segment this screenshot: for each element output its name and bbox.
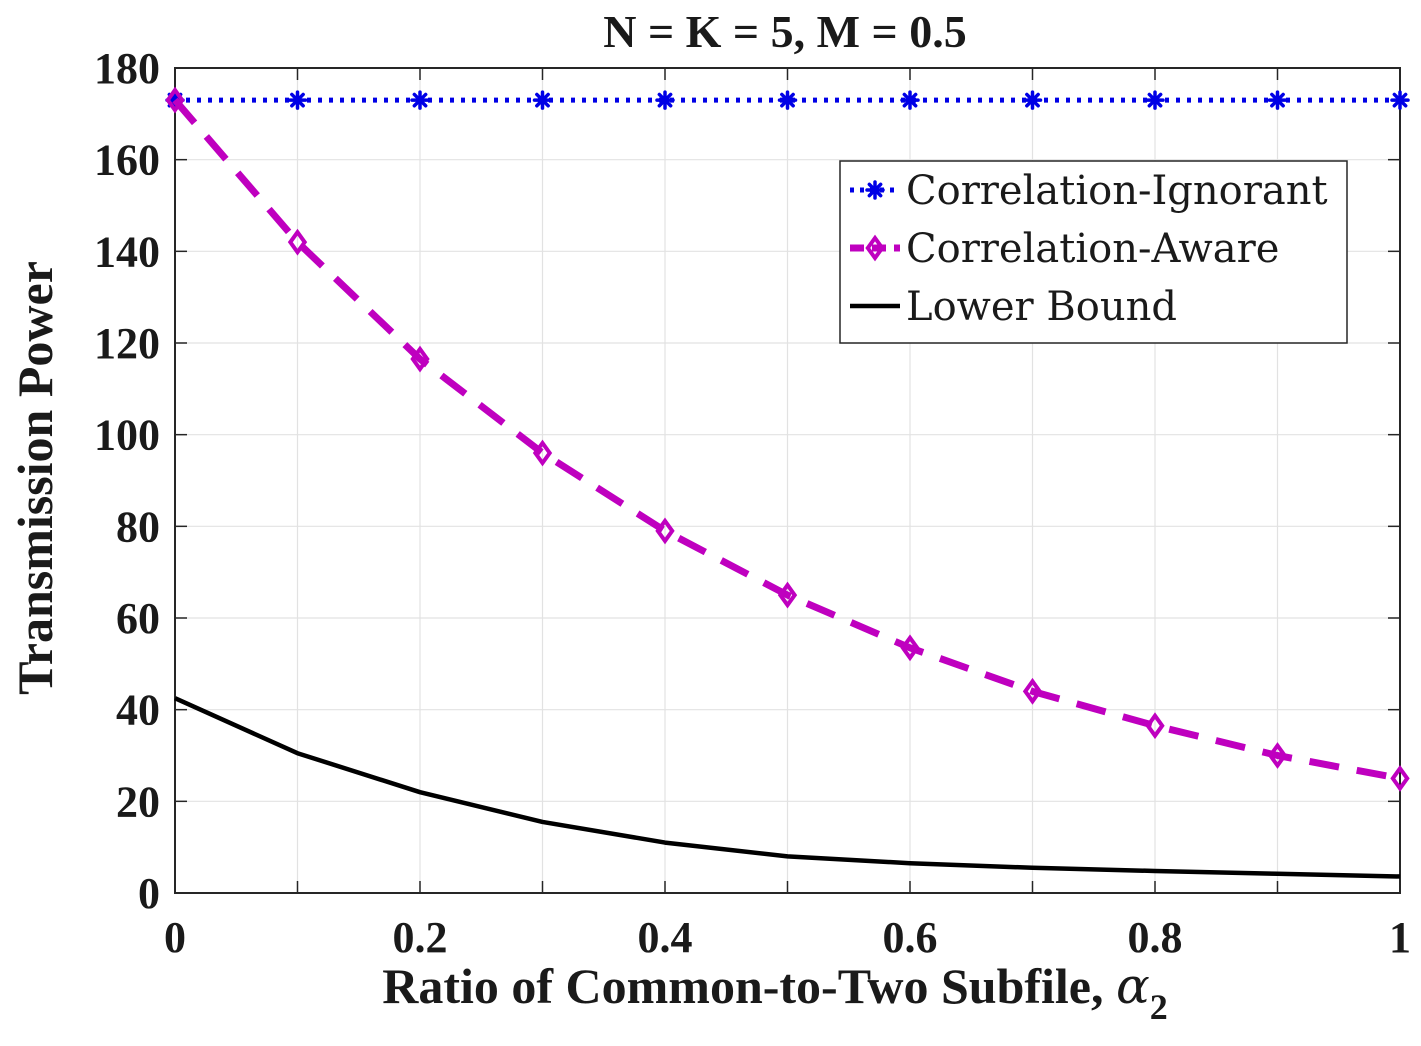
- legend-marker: [865, 180, 885, 200]
- data-point: [777, 581, 798, 609]
- x-axis-label-subscript: 2: [1150, 987, 1168, 1027]
- legend-marker: [865, 234, 885, 262]
- legend-box: [839, 160, 1348, 344]
- data-point: [1022, 90, 1043, 110]
- chart-title: N = K = 5, M = 0.5: [603, 6, 967, 57]
- data-point: [410, 90, 430, 110]
- data-point: [655, 90, 675, 110]
- series-line: [172, 97, 1401, 782]
- data-point: [1267, 90, 1288, 110]
- data-point: [165, 86, 185, 114]
- x-axis-label-symbol: α: [1116, 957, 1150, 1015]
- data-point: [1267, 742, 1288, 769]
- x-tick-label: 0.4: [638, 913, 693, 962]
- y-tick-label: 100: [94, 411, 160, 460]
- series-layer: [165, 86, 1410, 879]
- series-lower-bound: [174, 696, 1401, 879]
- y-tick-label: 80: [116, 502, 160, 551]
- series-correlation-aware: [165, 86, 1410, 792]
- data-point: [900, 634, 920, 662]
- legend-label: Correlation-Ignorant: [906, 168, 1328, 214]
- x-tick-label: 0.6: [883, 913, 938, 962]
- data-point: [287, 228, 308, 256]
- data-point: [900, 90, 920, 110]
- legend: Correlation-Ignorant Correlation-Aware Low…: [839, 160, 1348, 344]
- y-tick-label: 40: [116, 686, 160, 735]
- y-tick-labels: 0 20 40 60 80 100 120 140 160 180: [94, 44, 160, 918]
- y-tick-label: 140: [94, 227, 160, 276]
- x-tick-label: 0: [164, 913, 186, 962]
- series-line: [174, 696, 1401, 879]
- data-point: [1145, 90, 1165, 110]
- x-tick-labels: 0 0.2 0.4 0.6 0.8 1: [164, 913, 1411, 962]
- data-point: [1022, 677, 1043, 705]
- data-point: [410, 345, 430, 373]
- legend-label: Lower Bound: [906, 284, 1177, 330]
- x-tick-label: 1: [1389, 913, 1411, 962]
- x-axis-label: Ratio of Common-to-Two Subfile, α2: [382, 957, 1168, 1027]
- data-point: [1145, 712, 1165, 740]
- y-tick-label: 60: [116, 594, 160, 643]
- x-axis-label-text: Ratio of Common-to-Two Subfile,: [382, 958, 1116, 1014]
- tick-marks: [175, 68, 1400, 893]
- x-tick-label: 0.8: [1128, 913, 1183, 962]
- data-point: [1390, 764, 1410, 792]
- y-tick-label: 0: [138, 869, 160, 918]
- series-correlation-ignorant: [165, 90, 1410, 110]
- data-point: [287, 90, 308, 110]
- y-tick-label: 120: [94, 319, 160, 368]
- y-axis-label: Transmission Power: [7, 261, 63, 695]
- data-point: [1390, 90, 1410, 110]
- y-tick-label: 20: [116, 777, 160, 826]
- x-tick-label: 0.2: [393, 913, 448, 962]
- y-tick-label: 180: [94, 44, 160, 93]
- data-point: [532, 439, 553, 467]
- data-point: [777, 90, 798, 110]
- data-point: [655, 517, 675, 545]
- legend-label: Correlation-Aware: [906, 226, 1279, 272]
- y-tick-label: 160: [94, 136, 160, 185]
- data-point: [532, 90, 553, 110]
